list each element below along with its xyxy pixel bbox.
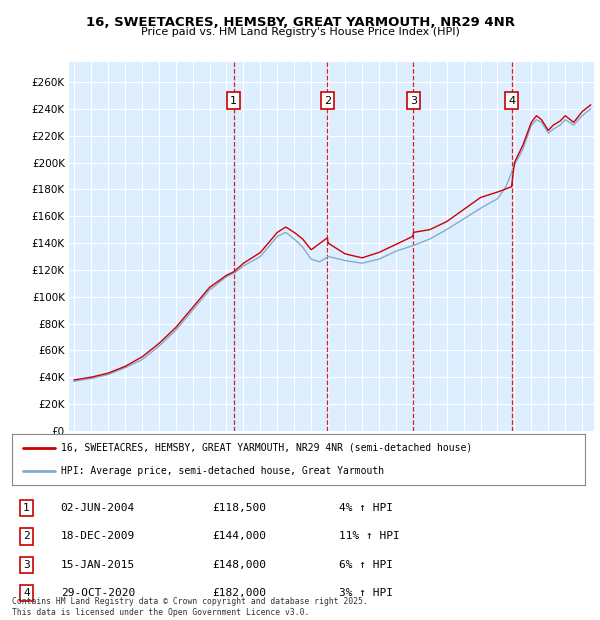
Text: 2: 2 [324,95,331,106]
Text: 6% ↑ HPI: 6% ↑ HPI [338,560,392,570]
Text: 16, SWEETACRES, HEMSBY, GREAT YARMOUTH, NR29 4NR (semi-detached house): 16, SWEETACRES, HEMSBY, GREAT YARMOUTH, … [61,443,472,453]
Text: 02-JUN-2004: 02-JUN-2004 [61,503,135,513]
Text: 4: 4 [23,588,30,598]
Text: 16, SWEETACRES, HEMSBY, GREAT YARMOUTH, NR29 4NR: 16, SWEETACRES, HEMSBY, GREAT YARMOUTH, … [86,16,515,29]
Text: 4: 4 [508,95,515,106]
Text: 4% ↑ HPI: 4% ↑ HPI [338,503,392,513]
Text: £182,000: £182,000 [212,588,266,598]
Text: 1: 1 [230,95,237,106]
Text: HPI: Average price, semi-detached house, Great Yarmouth: HPI: Average price, semi-detached house,… [61,466,384,476]
Text: 3: 3 [410,95,417,106]
Text: £118,500: £118,500 [212,503,266,513]
Text: 2: 2 [23,531,30,541]
Text: 3: 3 [23,560,30,570]
Text: £144,000: £144,000 [212,531,266,541]
Text: Contains HM Land Registry data © Crown copyright and database right 2025.
This d: Contains HM Land Registry data © Crown c… [12,598,368,617]
Text: 1: 1 [23,503,30,513]
Text: 11% ↑ HPI: 11% ↑ HPI [338,531,400,541]
Text: 29-OCT-2020: 29-OCT-2020 [61,588,135,598]
Text: 18-DEC-2009: 18-DEC-2009 [61,531,135,541]
Text: 15-JAN-2015: 15-JAN-2015 [61,560,135,570]
Text: £148,000: £148,000 [212,560,266,570]
Text: 3% ↑ HPI: 3% ↑ HPI [338,588,392,598]
Text: Price paid vs. HM Land Registry's House Price Index (HPI): Price paid vs. HM Land Registry's House … [140,27,460,37]
